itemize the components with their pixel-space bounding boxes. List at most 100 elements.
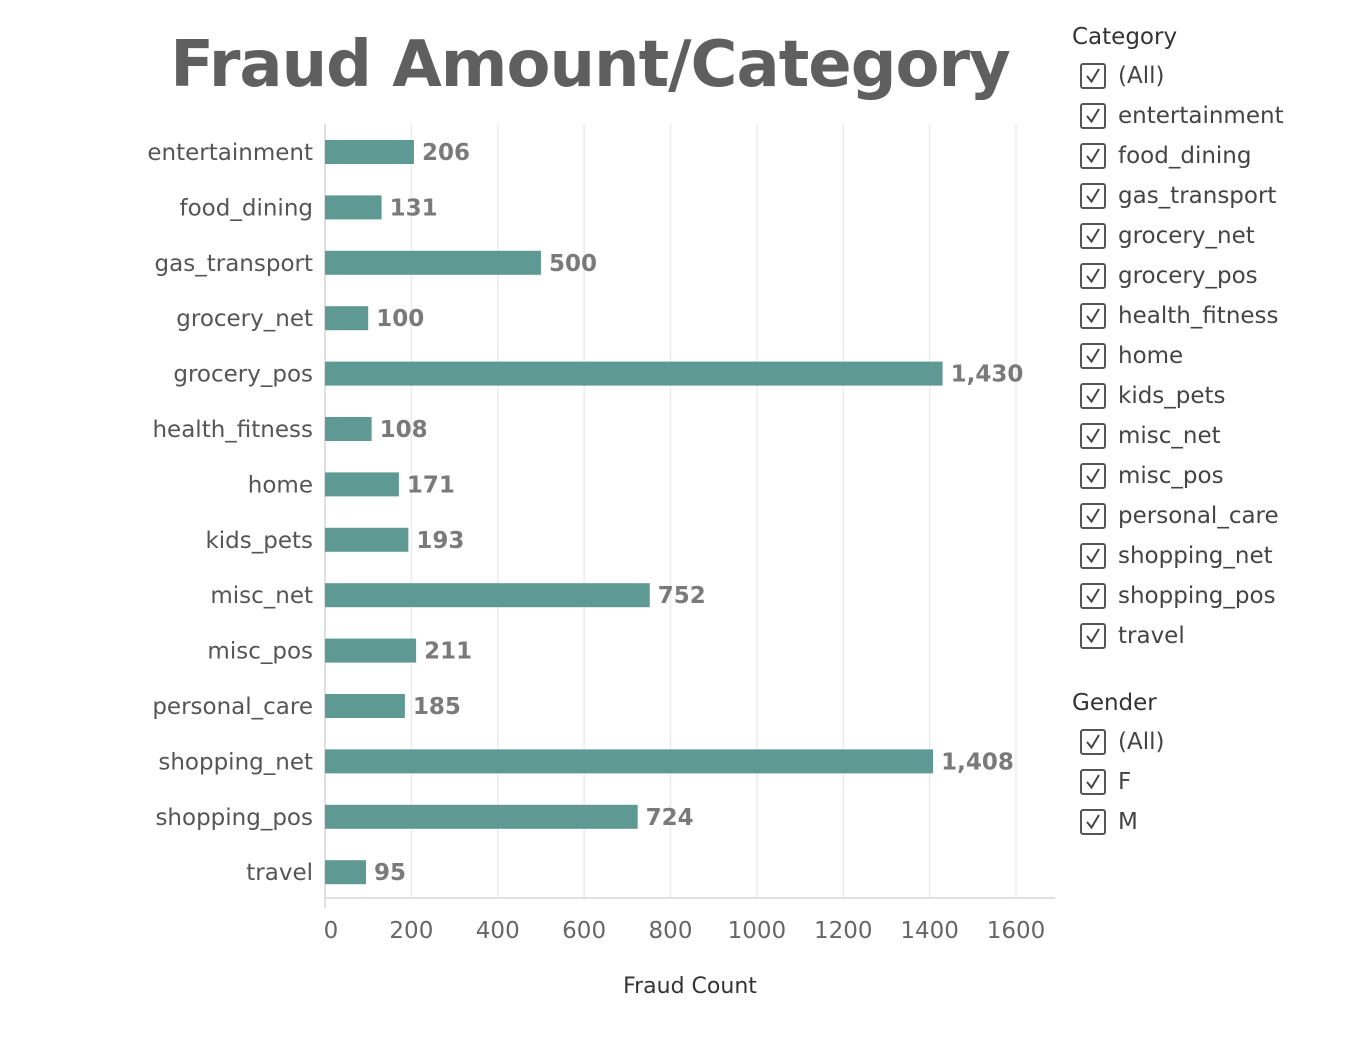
x-tick-label: 1400 — [900, 918, 959, 944]
filter-item-label: home — [1118, 343, 1184, 369]
category-filter-item[interactable]: (All) — [1072, 56, 1284, 96]
x-tick-label: 1000 — [728, 918, 787, 944]
category-label: misc_net — [210, 583, 313, 609]
x-tick-label: 400 — [476, 918, 520, 944]
gender-filter: Gender (All) F M — [1072, 690, 1164, 842]
data-label: 724 — [646, 805, 694, 831]
checkbox-checked-icon[interactable] — [1080, 263, 1106, 289]
bar — [325, 583, 650, 608]
filter-item-label: health_fitness — [1118, 303, 1279, 329]
x-axis-title: Fraud Count — [623, 974, 757, 999]
category-filter-item[interactable]: shopping_pos — [1072, 576, 1284, 616]
checkbox-checked-icon[interactable] — [1080, 623, 1106, 649]
bar — [325, 804, 638, 829]
category-filter-item[interactable]: food_dining — [1072, 136, 1284, 176]
filter-item-label: kids_pets — [1118, 383, 1226, 409]
data-label: 131 — [390, 195, 438, 221]
checkbox-checked-icon[interactable] — [1080, 423, 1106, 449]
category-filter-item[interactable]: personal_care — [1072, 496, 1284, 536]
category-filter-item[interactable]: grocery_net — [1072, 216, 1284, 256]
x-tick-label: 1600 — [987, 918, 1046, 944]
data-label: 100 — [376, 306, 424, 332]
x-tick-label: 800 — [649, 918, 693, 944]
bar — [325, 140, 414, 164]
checkbox-checked-icon[interactable] — [1080, 583, 1106, 609]
category-label: home — [248, 472, 313, 498]
checkbox-checked-icon[interactable] — [1080, 383, 1106, 409]
bar — [325, 694, 405, 718]
x-tick-label: 600 — [562, 918, 606, 944]
bar — [325, 306, 369, 331]
checkbox-checked-icon[interactable] — [1080, 103, 1106, 129]
category-filter-item[interactable]: travel — [1072, 616, 1284, 656]
category-label: health_fitness — [152, 417, 313, 443]
gender-filter-item[interactable]: (All) — [1072, 722, 1164, 762]
filter-item-label: grocery_net — [1118, 223, 1255, 249]
category-label: grocery_net — [176, 306, 313, 332]
checkbox-checked-icon[interactable] — [1080, 343, 1106, 369]
bar — [325, 527, 409, 552]
filter-item-label: personal_care — [1118, 503, 1279, 529]
bar — [325, 472, 399, 497]
category-filter-item[interactable]: health_fitness — [1072, 296, 1284, 336]
category-filter-item[interactable]: gas_transport — [1072, 176, 1284, 216]
category-filter-item[interactable]: shopping_net — [1072, 536, 1284, 576]
bar — [325, 860, 367, 885]
data-label: 206 — [422, 140, 470, 166]
gender-filter-item[interactable]: M — [1072, 802, 1164, 842]
category-filter-item[interactable]: kids_pets — [1072, 376, 1284, 416]
category-filter-item[interactable]: grocery_pos — [1072, 256, 1284, 296]
checkbox-checked-icon[interactable] — [1080, 223, 1106, 249]
checkbox-checked-icon[interactable] — [1080, 809, 1106, 835]
category-label: gas_transport — [155, 251, 313, 277]
bar — [325, 361, 943, 386]
checkbox-checked-icon[interactable] — [1080, 769, 1106, 795]
x-tick-label: 0 — [324, 918, 339, 944]
filter-item-label: grocery_pos — [1118, 263, 1258, 289]
data-label: 1,430 — [951, 362, 1024, 388]
category-label: shopping_pos — [155, 805, 313, 831]
bar — [325, 417, 372, 441]
checkbox-checked-icon[interactable] — [1080, 303, 1106, 329]
filter-item-label: travel — [1118, 623, 1185, 649]
bar — [325, 250, 541, 275]
filter-item-label: shopping_net — [1118, 543, 1273, 569]
filter-item-label: shopping_pos — [1118, 583, 1276, 609]
gender-filter-item[interactable]: F — [1072, 762, 1164, 802]
category-filter-item[interactable]: misc_pos — [1072, 456, 1284, 496]
data-label: 108 — [380, 417, 428, 443]
filter-item-label: misc_net — [1118, 423, 1221, 449]
checkbox-checked-icon[interactable] — [1080, 183, 1106, 209]
data-label: 752 — [658, 583, 706, 609]
filter-item-label: F — [1118, 769, 1132, 795]
gender-filter-title: Gender — [1072, 690, 1157, 716]
checkbox-checked-icon[interactable] — [1080, 63, 1106, 89]
filter-item-label: (All) — [1118, 729, 1165, 755]
filter-item-label: gas_transport — [1118, 183, 1277, 209]
filter-item-label: food_dining — [1118, 143, 1252, 169]
data-label: 95 — [374, 860, 406, 886]
category-label: entertainment — [147, 140, 313, 166]
bar-chart: 0 200 400 600 800 1000 1200 1400 1600 entertainme… — [147, 124, 1055, 999]
category-label: travel — [246, 860, 313, 886]
data-label: 500 — [549, 251, 597, 277]
data-label: 185 — [413, 694, 461, 720]
data-label: 193 — [416, 528, 464, 554]
bar — [325, 638, 417, 663]
checkbox-checked-icon[interactable] — [1080, 729, 1106, 755]
category-filter-item[interactable]: entertainment — [1072, 96, 1284, 136]
x-tick-label: 200 — [389, 918, 433, 944]
x-tick-label: 1200 — [814, 918, 873, 944]
checkbox-checked-icon[interactable] — [1080, 143, 1106, 169]
category-label: grocery_pos — [173, 362, 313, 388]
data-label: 211 — [424, 639, 472, 665]
category-label: shopping_net — [158, 749, 313, 775]
filter-item-label: (All) — [1118, 63, 1165, 89]
checkbox-checked-icon[interactable] — [1080, 543, 1106, 569]
category-filter-item[interactable]: home — [1072, 336, 1284, 376]
checkbox-checked-icon[interactable] — [1080, 503, 1106, 529]
category-filter-title: Category — [1072, 24, 1178, 50]
checkbox-checked-icon[interactable] — [1080, 463, 1106, 489]
category-filter-item[interactable]: misc_net — [1072, 416, 1284, 456]
